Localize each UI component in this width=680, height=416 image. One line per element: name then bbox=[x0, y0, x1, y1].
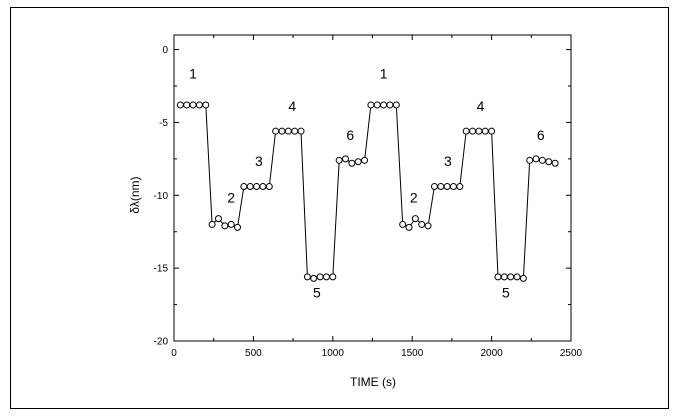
y-tick-label: 0 bbox=[162, 45, 168, 56]
series-line bbox=[180, 104, 556, 279]
step-label: 5 bbox=[502, 284, 510, 300]
data-point bbox=[424, 222, 432, 230]
data-point bbox=[500, 273, 508, 281]
data-point bbox=[202, 101, 210, 109]
data-point bbox=[291, 127, 299, 135]
data-point bbox=[532, 155, 540, 163]
data-point bbox=[310, 274, 318, 282]
y-tick-label: -5 bbox=[159, 118, 168, 129]
data-point bbox=[329, 273, 337, 281]
data-point bbox=[367, 101, 375, 109]
x-tick-label: 500 bbox=[245, 348, 262, 359]
data-point bbox=[265, 183, 273, 191]
data-point bbox=[278, 127, 286, 135]
data-point bbox=[462, 127, 470, 135]
data-point bbox=[322, 273, 330, 281]
step-label: 6 bbox=[537, 127, 545, 143]
data-point bbox=[183, 101, 191, 109]
plot-border bbox=[173, 34, 572, 342]
data-point bbox=[513, 273, 521, 281]
data-point bbox=[303, 273, 311, 281]
data-point bbox=[443, 183, 451, 191]
step-label: 2 bbox=[227, 190, 235, 206]
data-point bbox=[272, 127, 280, 135]
data-point bbox=[519, 274, 527, 282]
step-label: 4 bbox=[477, 98, 485, 114]
data-point bbox=[259, 183, 267, 191]
data-point bbox=[494, 273, 502, 281]
data-point bbox=[475, 127, 483, 135]
data-point bbox=[240, 183, 248, 191]
data-point bbox=[234, 223, 242, 231]
data-point bbox=[507, 273, 515, 281]
data-point bbox=[373, 101, 381, 109]
data-point bbox=[538, 156, 546, 164]
x-tick-label: 1000 bbox=[322, 348, 345, 359]
y-tick-label: -15 bbox=[154, 264, 169, 275]
data-point bbox=[176, 101, 184, 109]
data-point bbox=[208, 220, 216, 228]
plot-area bbox=[173, 34, 572, 342]
x-tick-label: 0 bbox=[171, 348, 177, 359]
data-point bbox=[526, 156, 534, 164]
data-point bbox=[551, 159, 559, 167]
data-point bbox=[354, 158, 362, 166]
data-point bbox=[545, 158, 553, 166]
step-label: 3 bbox=[255, 153, 263, 169]
data-point bbox=[449, 183, 457, 191]
data-point bbox=[418, 220, 426, 228]
data-points bbox=[176, 101, 559, 282]
data-point bbox=[246, 183, 254, 191]
x-tick-label: 1500 bbox=[401, 348, 424, 359]
data-point bbox=[481, 127, 489, 135]
step-label: 2 bbox=[410, 190, 418, 206]
data-point bbox=[214, 215, 222, 223]
x-tick-label: 2500 bbox=[560, 348, 583, 359]
data-point bbox=[430, 183, 438, 191]
data-point bbox=[284, 127, 292, 135]
figure-frame bbox=[10, 7, 669, 409]
step-label: 3 bbox=[444, 153, 452, 169]
step-label: 4 bbox=[288, 98, 296, 114]
y-tick-label: -10 bbox=[154, 191, 169, 202]
data-point bbox=[316, 273, 324, 281]
step-label: 1 bbox=[189, 66, 197, 82]
x-tick-label: 2000 bbox=[480, 348, 503, 359]
data-point bbox=[399, 220, 407, 228]
data-point bbox=[227, 220, 235, 228]
step-label: 1 bbox=[380, 66, 388, 82]
data-point bbox=[221, 222, 229, 230]
data-point bbox=[297, 127, 305, 135]
data-point bbox=[456, 183, 464, 191]
data-point bbox=[411, 215, 419, 223]
step-label: 6 bbox=[346, 127, 354, 143]
y-tick-label: -20 bbox=[154, 337, 169, 348]
data-point bbox=[253, 183, 261, 191]
data-point bbox=[380, 101, 388, 109]
x-axis-title: TIME (s) bbox=[350, 375, 396, 389]
tick-labels: 0 500 1000 1500 2000 2500 -20 -15 -10 -5 0 bbox=[154, 45, 583, 359]
data-point bbox=[361, 156, 369, 164]
data-point bbox=[386, 101, 394, 109]
step-annotations: 1 2 3 4 5 6 1 2 3 4 5 6 bbox=[189, 66, 545, 301]
data-point bbox=[335, 156, 343, 164]
step-label: 5 bbox=[313, 284, 321, 300]
data-point bbox=[469, 127, 477, 135]
axis-ticks bbox=[173, 35, 572, 342]
data-point bbox=[392, 101, 400, 109]
y-axis-title: δλ(nm) bbox=[128, 176, 142, 213]
data-point bbox=[195, 101, 203, 109]
data-point bbox=[405, 223, 413, 231]
data-point bbox=[437, 183, 445, 191]
data-point bbox=[189, 101, 197, 109]
data-point bbox=[342, 155, 350, 163]
data-point bbox=[488, 127, 496, 135]
data-point bbox=[348, 159, 356, 167]
